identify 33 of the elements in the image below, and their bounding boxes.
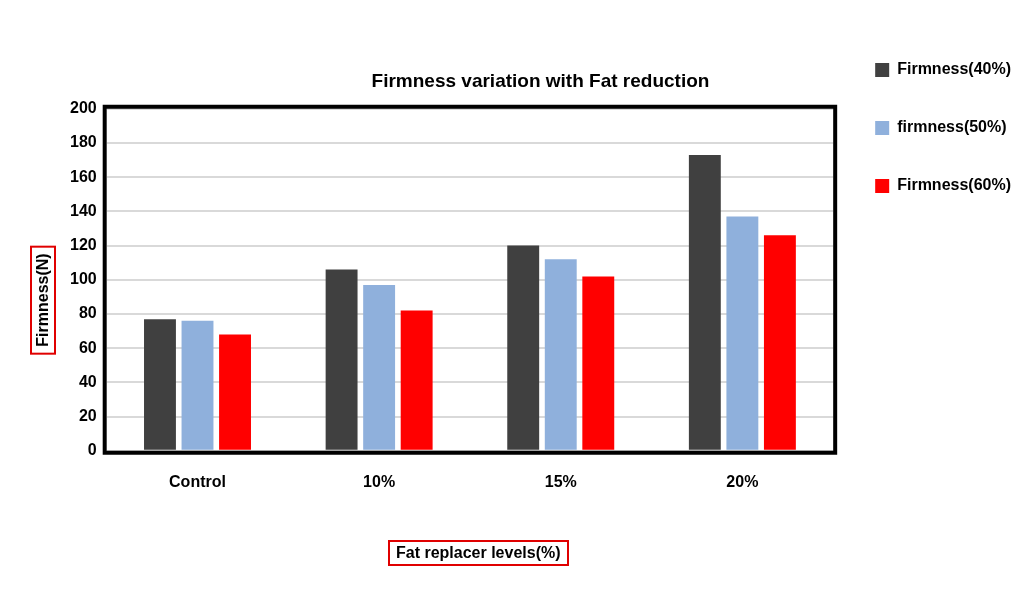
bar — [181, 320, 214, 450]
y-tick-label: 40 — [78, 372, 97, 390]
legend-label: firmness(50%) — [897, 118, 1007, 136]
bar — [507, 245, 540, 450]
bar — [144, 319, 176, 450]
bar — [726, 216, 759, 450]
bar — [219, 334, 251, 450]
bar — [325, 269, 358, 450]
legend-label: Firmness(60%) — [897, 176, 1012, 194]
bar — [763, 235, 796, 450]
bar — [544, 259, 577, 450]
chart-title: Firmness variation with Fat reduction — [371, 69, 710, 91]
bar — [688, 154, 721, 450]
x-tick-label: 15% — [544, 472, 577, 490]
y-tick-label: 140 — [69, 201, 97, 219]
x-axis-title: Fat replacer levels(%) — [388, 540, 569, 566]
y-tick-label: 80 — [78, 304, 97, 322]
bar — [582, 276, 615, 450]
legend-label: Firmness(40%) — [897, 60, 1012, 78]
bar — [400, 310, 433, 450]
y-tick-label: 180 — [69, 133, 97, 151]
y-axis-title: Firmness(N) — [30, 245, 56, 355]
y-tick-label: 20 — [78, 407, 97, 425]
y-tick-label: 120 — [69, 236, 97, 254]
x-tick-label: Control — [169, 472, 226, 490]
x-tick-label: 10% — [363, 472, 396, 490]
y-tick-label: 100 — [69, 270, 97, 288]
bar — [363, 284, 396, 450]
y-tick-label: 60 — [78, 338, 97, 356]
y-tick-label: 0 — [87, 441, 97, 459]
y-tick-label: 200 — [69, 99, 97, 117]
x-tick-label: 20% — [726, 472, 759, 490]
y-tick-label: 160 — [69, 167, 97, 185]
